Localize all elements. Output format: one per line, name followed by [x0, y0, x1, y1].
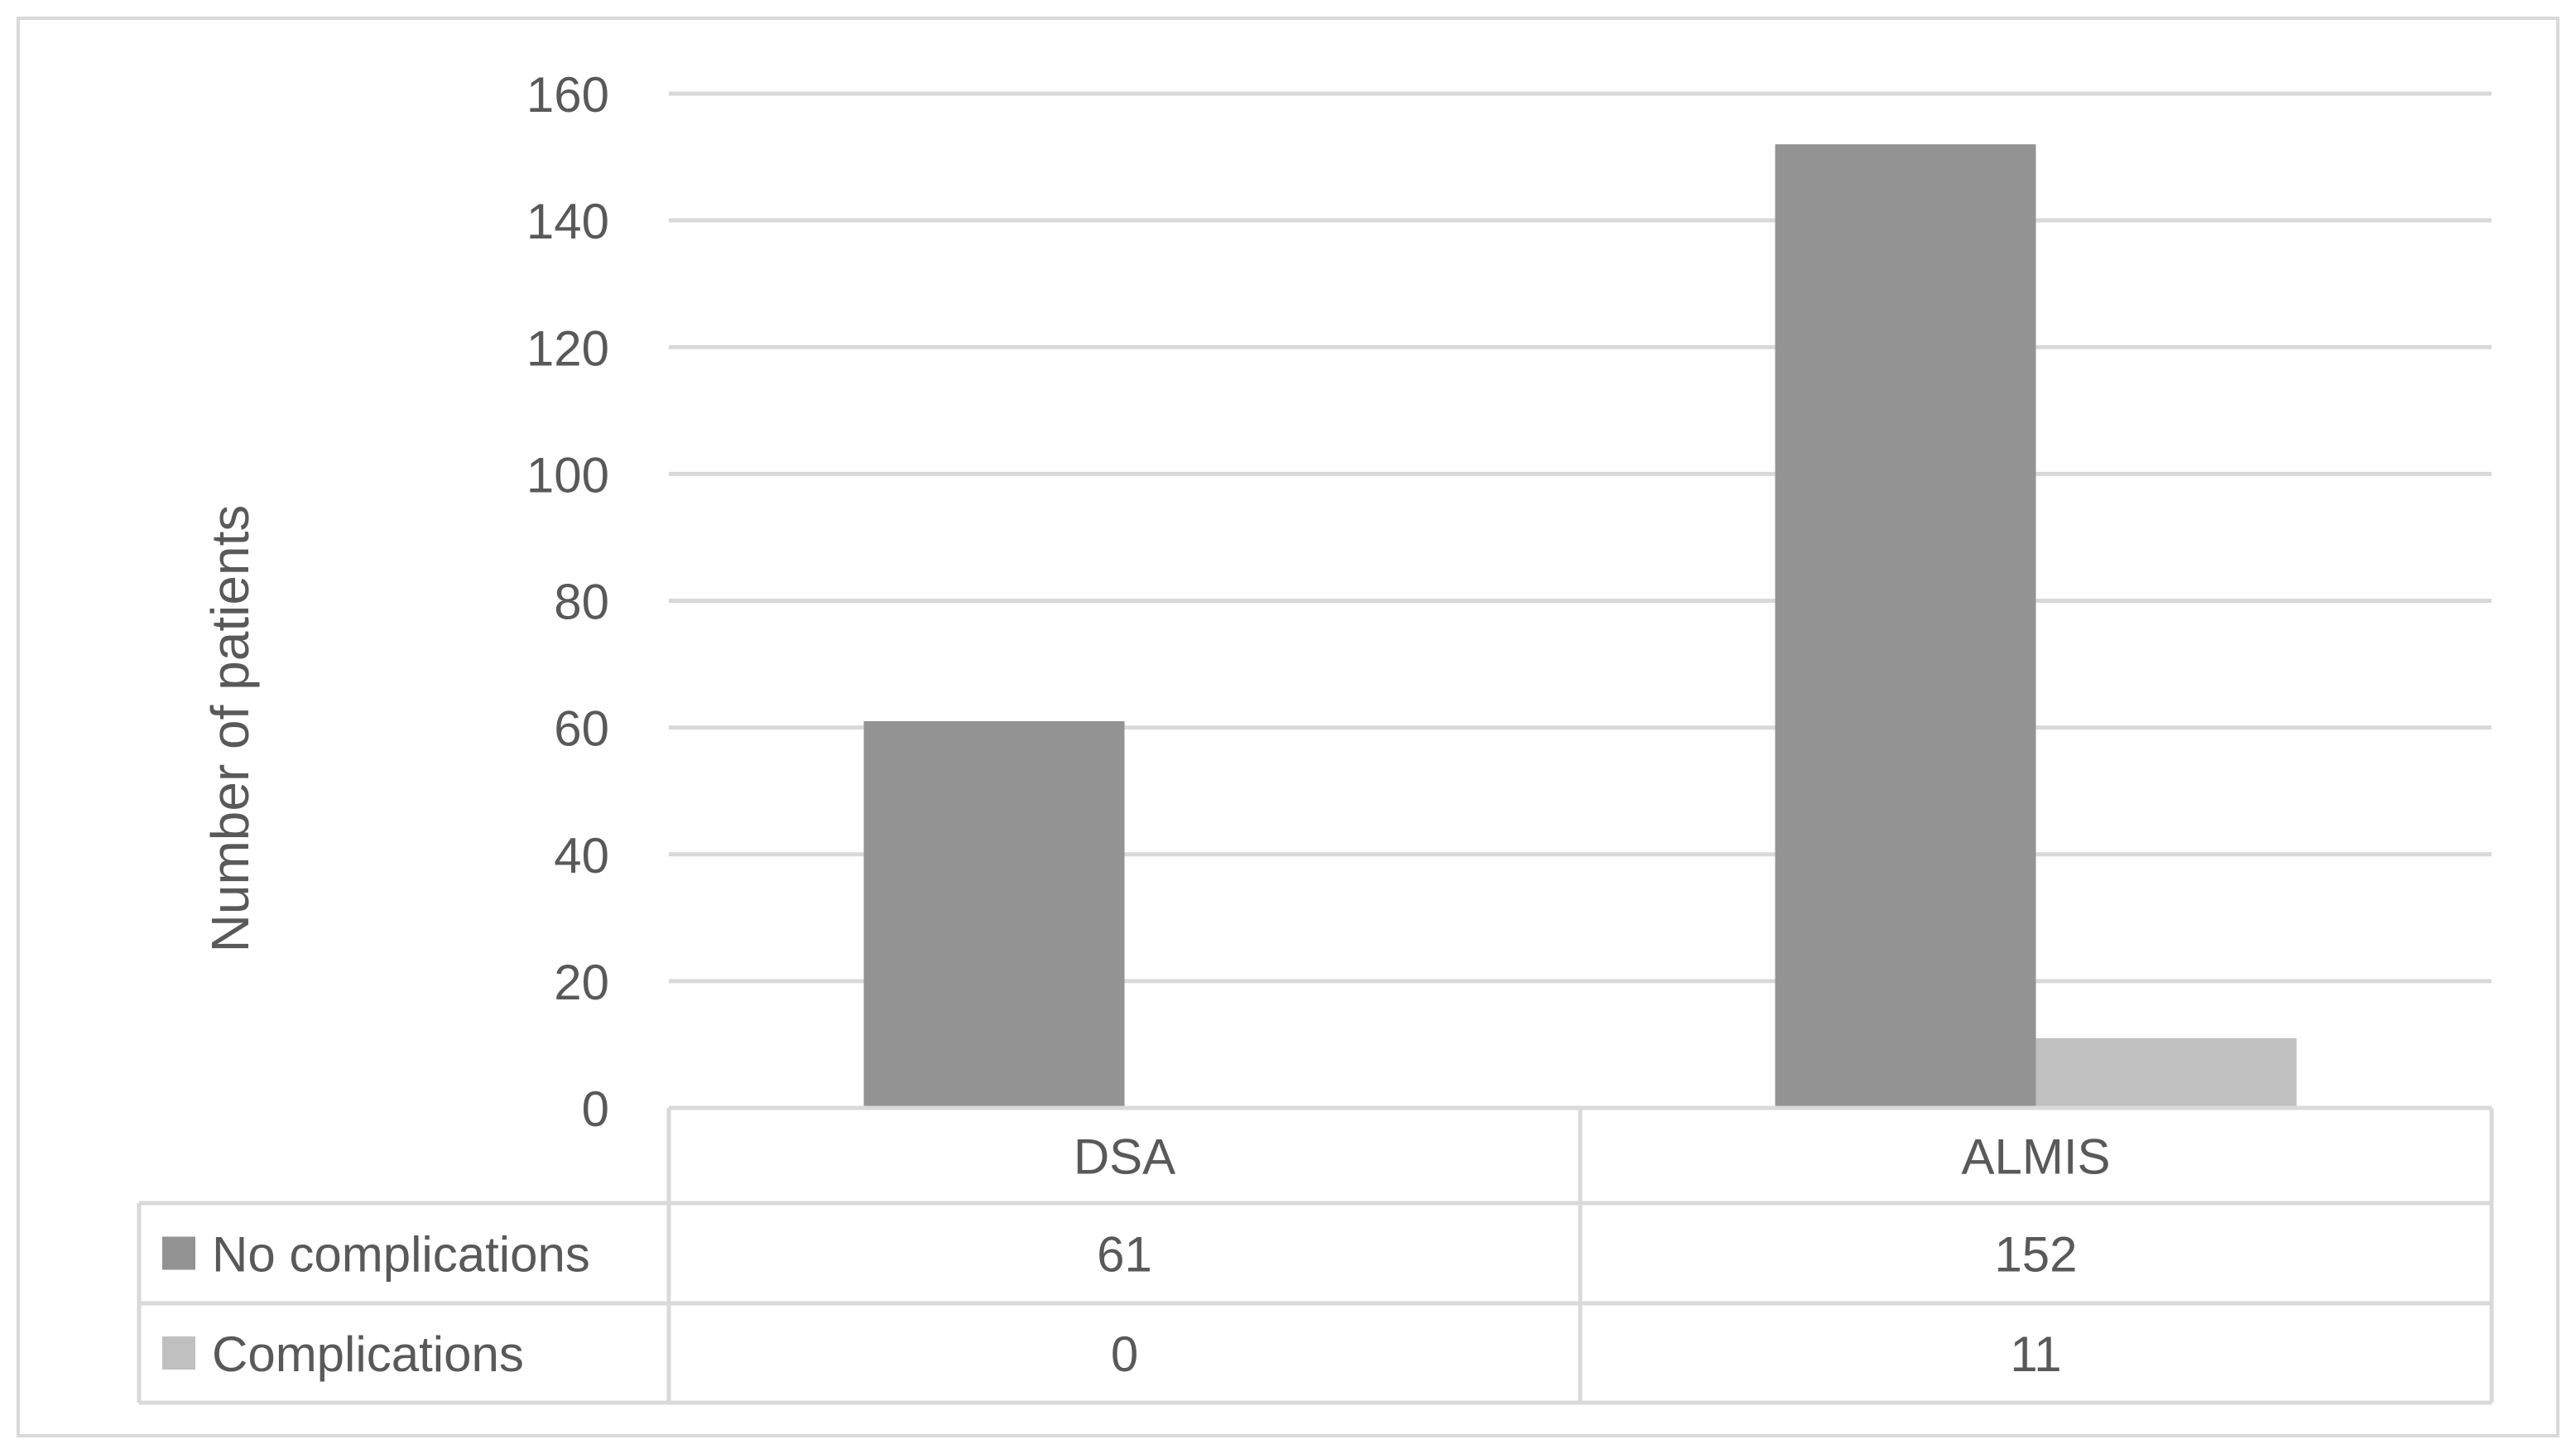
legend-label: Complications [212, 1326, 524, 1382]
bar-complications-almis [2035, 1038, 2297, 1108]
bar-no-complications-dsa [863, 720, 1125, 1108]
data-table: DSA ALMIS No complications 61 152 Complicatio… [137, 1105, 2494, 1405]
legend-key-no-complications [162, 1236, 195, 1270]
legend-key-complications [162, 1336, 195, 1370]
y-tick-label: 0 [582, 1081, 609, 1137]
data-label: 152 [1994, 1227, 2077, 1283]
category-label: ALMIS [1961, 1129, 2110, 1185]
y-axis-ticks: 0 20 40 60 80 100 120 140 160 [526, 67, 609, 1137]
data-label: 61 [1097, 1227, 1152, 1283]
data-label: 11 [2010, 1326, 2061, 1382]
y-tick-label: 160 [526, 67, 609, 123]
bars [863, 144, 2297, 1108]
y-tick-label: 80 [554, 575, 609, 630]
y-axis-label: Number of patients [200, 505, 260, 953]
y-tick-label: 60 [554, 701, 609, 757]
y-tick-label: 100 [526, 447, 609, 503]
y-tick-label: 40 [554, 828, 609, 883]
y-tick-label: 140 [526, 194, 609, 249]
y-tick-label: 120 [526, 320, 609, 376]
category-label: DSA [1074, 1129, 1175, 1185]
bar-no-complications-almis [1775, 144, 2036, 1108]
legend-label: No complications [212, 1227, 590, 1283]
data-label: 0 [1111, 1326, 1138, 1382]
y-tick-label: 20 [554, 955, 609, 1010]
